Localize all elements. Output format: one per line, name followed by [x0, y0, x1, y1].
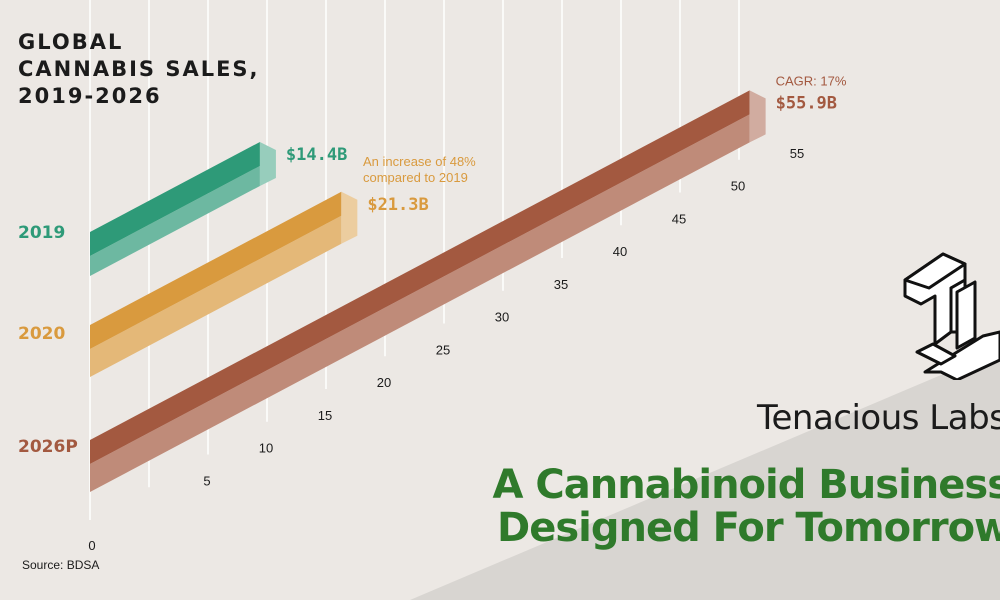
tagline-line-1: A Cannabinoid Business [492, 462, 1000, 508]
axis-tick-label: 35 [554, 277, 568, 292]
axis-tick-label: 55 [790, 146, 804, 161]
category-label-2026P: 2026P [18, 437, 78, 457]
category-label-2019: 2019 [18, 223, 65, 243]
axis-tick-label: 30 [495, 310, 509, 325]
value-label-2019: $14.4B [286, 145, 347, 165]
axis-tick-label: 0 [88, 538, 95, 553]
axis-tick-label: 20 [377, 375, 391, 390]
axis-tick-label: 45 [672, 211, 686, 226]
axis-tick-label: 40 [613, 244, 627, 259]
brand-name: Tenacious Labs [757, 398, 1000, 438]
axis-tick-label: 50 [731, 179, 745, 194]
bar-2026P-front-face [90, 114, 750, 492]
chart-title-line-2: CANNABIS SALES, [18, 57, 260, 81]
chart-title-line-1: GLOBAL [18, 30, 124, 54]
tagline-line-2: Designed For Tomorrow [497, 505, 1000, 551]
bar-2020-end-cap [341, 191, 358, 244]
value-label-2026P: $55.9B [776, 93, 837, 113]
axis-tick-label: 15 [318, 408, 332, 423]
bar-2026P-end-cap [749, 90, 766, 143]
bar-2020-front-face [90, 215, 342, 377]
value-label-2020: $21.3B [367, 195, 428, 215]
annotation-2020-line-2: compared to 2019 [363, 170, 468, 185]
lower-right-background-band [410, 350, 1000, 600]
category-label-2020: 2020 [18, 324, 65, 344]
chart-bars [90, 90, 766, 492]
bar-2026P-top-face [90, 90, 750, 464]
bar-2019-top-face [90, 141, 260, 256]
axis-tick-label: 10 [259, 441, 273, 456]
bar-2020-top-face [90, 191, 342, 349]
bar-2019-front-face [90, 165, 260, 276]
chart-labels: 0 5 10 15 20 25 30 35 40 45 50 55 2019 $14.4B 2020 $21.… [18, 73, 847, 553]
chart-title-line-3: 2019-2026 [18, 84, 162, 108]
bar-2019-end-cap [259, 141, 276, 186]
axis-tick-label: 5 [203, 473, 210, 488]
axis-tick-label: 25 [436, 342, 450, 357]
annotation-2020-line-1: An increase of 48% [363, 154, 476, 169]
tenacious-labs-logo-icon [903, 252, 1000, 380]
chart-source: Source: BDSA [22, 558, 100, 572]
annotation-2026P-line-1: CAGR: 17% [776, 73, 847, 88]
